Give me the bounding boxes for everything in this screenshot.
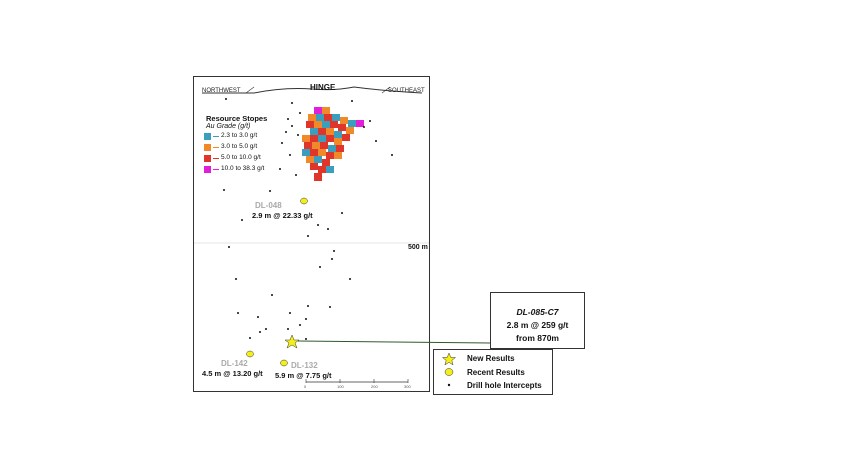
grade-line <box>213 158 219 159</box>
grade-swatch <box>204 144 211 151</box>
callout-box: DL-085-C7 2.8 m @ 259 g/t from 870m <box>490 292 585 349</box>
dot-icon <box>447 383 451 387</box>
scale-tick-label: 300 <box>404 384 411 389</box>
resource-legend-subtitle: Au Grade (g/t) <box>206 123 251 130</box>
legend-row-recent: Recent Results <box>436 367 550 379</box>
recent-result-marker <box>280 359 288 367</box>
recent-result-marker <box>300 197 308 205</box>
grade-swatch <box>204 155 211 162</box>
callout-depth: from 870m <box>516 333 559 343</box>
scale-tick-label: 0 <box>304 384 307 389</box>
grade-line <box>213 147 219 148</box>
legend-intercepts-label: Drill hole Intercepts <box>467 381 542 390</box>
grade-label: 10.0 to 38.3 g/t <box>221 165 265 172</box>
legend-row-intercepts: Drill hole Intercepts <box>436 380 550 392</box>
intercept-label: 2.9 m @ 22.33 g/t <box>252 211 313 220</box>
hole-id-label: DL-142 <box>221 359 248 368</box>
hole-id-label: DL-048 <box>255 201 282 210</box>
grade-line <box>213 169 219 170</box>
ellipse-icon <box>444 368 454 376</box>
hole-id-label: DL-132 <box>291 361 318 370</box>
callout-hole-id: DL-085-C7 <box>516 307 559 317</box>
resource-stopes <box>194 98 429 383</box>
legend-new-label: New Results <box>467 354 515 363</box>
legend-recent-label: Recent Results <box>467 368 525 377</box>
stope-blocks <box>302 107 364 181</box>
southeast-label: SOUTHEAST <box>388 88 425 94</box>
legend-row-new: New Results <box>436 353 550 365</box>
hinge-label: HINGE <box>310 83 336 92</box>
star-icon <box>442 353 456 365</box>
scale-bar <box>305 379 409 383</box>
intercept-label: 5.9 m @ 7.75 g/t <box>275 371 332 380</box>
grade-label: 3.0 to 5.0 g/t <box>221 143 258 150</box>
grade-line <box>213 136 219 137</box>
intercept-label: 4.5 m @ 13.20 g/t <box>202 369 263 378</box>
resource-legend-title: Resource Stopes <box>206 114 268 123</box>
recent-result-marker <box>246 350 254 358</box>
depth-label: 500 m <box>408 244 428 251</box>
scale-tick-label: 100 <box>337 384 344 389</box>
grade-swatch <box>204 166 211 173</box>
grade-swatch <box>204 133 211 140</box>
grade-label: 5.0 to 10.0 g/t <box>221 154 261 161</box>
grade-label: 2.3 to 3.0 g/t <box>221 132 258 139</box>
new-result-star <box>284 334 300 349</box>
long-section-frame: NORTHWEST SOUTHEAST HINGE Resource Stope… <box>193 76 430 392</box>
northwest-label: NORTHWEST <box>202 88 241 94</box>
scale-tick-label: 200 <box>371 384 378 389</box>
drill-intercepts <box>223 98 393 340</box>
callout-intercept: 2.8 m @ 259 g/t <box>506 320 569 330</box>
surface-line <box>202 86 423 94</box>
map-legend: New Results Recent Results Drill hole In… <box>433 349 553 395</box>
